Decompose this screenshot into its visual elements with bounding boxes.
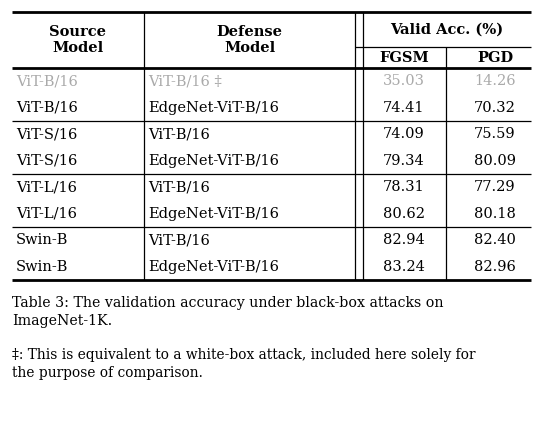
Text: EdgeNet-ViT-B/16: EdgeNet-ViT-B/16	[148, 260, 279, 274]
Text: EdgeNet-ViT-B/16: EdgeNet-ViT-B/16	[148, 101, 279, 115]
Text: ViT-S/16: ViT-S/16	[16, 154, 77, 168]
Text: 83.24: 83.24	[383, 260, 425, 274]
Text: PGD: PGD	[477, 51, 513, 64]
Text: ViT-B/16: ViT-B/16	[148, 233, 210, 247]
Text: 79.34: 79.34	[383, 154, 425, 168]
Text: ViT-L/16: ViT-L/16	[16, 180, 77, 194]
Text: Swin-B: Swin-B	[16, 233, 68, 247]
Text: 14.26: 14.26	[474, 74, 516, 88]
Text: FGSM: FGSM	[379, 51, 429, 64]
Text: ViT-S/16: ViT-S/16	[16, 127, 77, 141]
Text: 74.41: 74.41	[383, 101, 425, 115]
Text: 82.96: 82.96	[474, 260, 516, 274]
Text: 70.32: 70.32	[474, 101, 516, 115]
Text: ViT-L/16: ViT-L/16	[16, 207, 77, 221]
Text: EdgeNet-ViT-B/16: EdgeNet-ViT-B/16	[148, 154, 279, 168]
Text: ViT-B/16: ViT-B/16	[148, 127, 210, 141]
Text: 74.09: 74.09	[383, 127, 425, 141]
Text: 77.29: 77.29	[474, 180, 516, 194]
Text: EdgeNet-ViT-B/16: EdgeNet-ViT-B/16	[148, 207, 279, 221]
Text: 80.18: 80.18	[474, 207, 516, 221]
Text: ViT-B/16: ViT-B/16	[16, 101, 78, 115]
Text: ViT-B/16: ViT-B/16	[16, 74, 78, 88]
Text: 75.59: 75.59	[474, 127, 516, 141]
Text: 82.94: 82.94	[383, 233, 425, 247]
Text: Swin-B: Swin-B	[16, 260, 68, 274]
Text: ViT-B/16 ‡: ViT-B/16 ‡	[148, 74, 222, 88]
Text: Valid Acc. (%): Valid Acc. (%)	[390, 22, 503, 37]
Text: ViT-B/16: ViT-B/16	[148, 180, 210, 194]
Text: Table 3: The validation accuracy under black-box attacks on
ImageNet-1K.: Table 3: The validation accuracy under b…	[12, 296, 444, 329]
Text: 35.03: 35.03	[383, 74, 425, 88]
Text: Defense
Model: Defense Model	[217, 25, 282, 55]
Text: 80.09: 80.09	[474, 154, 516, 168]
Text: 82.40: 82.40	[474, 233, 516, 247]
Text: 78.31: 78.31	[383, 180, 425, 194]
Text: 80.62: 80.62	[383, 207, 425, 221]
Text: ‡: This is equivalent to a white-box attack, included here solely for
the purpos: ‡: This is equivalent to a white-box att…	[12, 348, 476, 381]
Text: Source
Model: Source Model	[49, 25, 106, 55]
